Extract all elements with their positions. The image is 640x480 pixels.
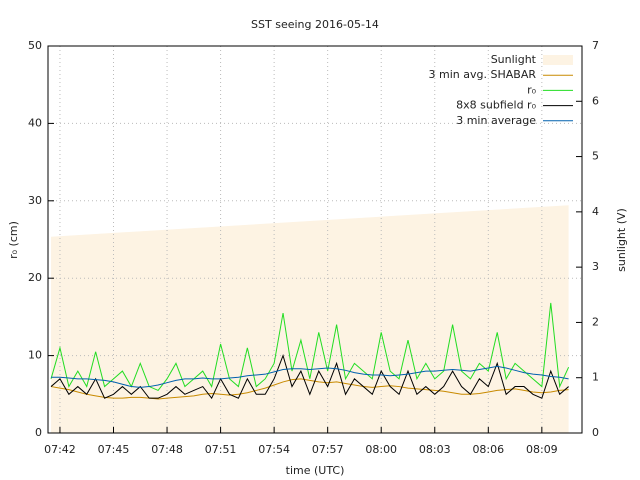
y2-axis-label: sunlight (V) (615, 208, 628, 272)
x-tick-label: 07:57 (312, 443, 344, 456)
legend-swatch (543, 55, 573, 65)
y2-tick-label: 2 (592, 315, 599, 328)
y2-tick-label: 0 (592, 426, 599, 439)
legend-label: Sunlight (491, 53, 537, 66)
line (50, 354, 569, 400)
y-tick-label: 30 (28, 194, 42, 207)
y-tick-label: 10 (28, 349, 42, 362)
y2-tick-label: 4 (592, 205, 599, 218)
chart-title: SST seeing 2016-05-14 (251, 18, 379, 31)
line (50, 378, 569, 400)
y2-tick-label: 5 (592, 150, 599, 163)
x-tick-label: 07:45 (98, 443, 130, 456)
x-tick-label: 08:03 (419, 443, 451, 456)
x-tick-label: 07:48 (151, 443, 183, 456)
y2-tick-label: 6 (592, 94, 599, 107)
x-tick-label: 07:42 (44, 443, 76, 456)
legend-label: 3 min average (456, 114, 536, 127)
area (51, 205, 569, 433)
y-tick-label: 40 (28, 116, 42, 129)
x-tick-label: 07:54 (258, 443, 290, 456)
y-axis-label: r₀ (cm) (7, 221, 20, 259)
x-axis-label: time (UTC) (286, 464, 345, 477)
x-tick-label: 08:06 (472, 443, 504, 456)
x-tick-label: 08:00 (365, 443, 397, 456)
x-tick-label: 08:09 (526, 443, 558, 456)
legend-label: 3 min avg. SHABAR (429, 68, 537, 81)
legend-label: 8x8 subfield r₀ (456, 99, 536, 112)
legend-label: r₀ (527, 83, 537, 96)
y2-tick-label: 3 (592, 260, 599, 273)
y-tick-label: 0 (35, 426, 42, 439)
y-tick-label: 50 (28, 39, 42, 52)
plot-frame (47, 45, 583, 434)
x-tick-label: 07:51 (205, 443, 237, 456)
y2-tick-label: 7 (592, 39, 599, 52)
y-tick-label: 20 (28, 271, 42, 284)
line (50, 302, 570, 392)
line (51, 365, 569, 388)
y2-tick-label: 1 (592, 371, 599, 384)
